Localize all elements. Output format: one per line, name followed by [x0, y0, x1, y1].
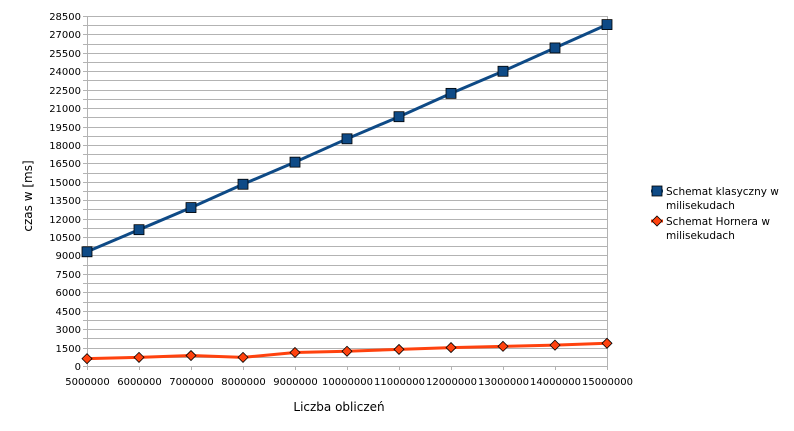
- x-tick-label: 9000000: [273, 377, 318, 388]
- x-tick-label: 6000000: [117, 377, 162, 388]
- data-point: [289, 346, 301, 359]
- data-point: [601, 19, 613, 30]
- legend-label: Schemat Hornera w: [666, 216, 770, 228]
- legend-item-2: Schemat Hornera w milisekudach: [651, 215, 770, 242]
- data-point: [237, 351, 249, 363]
- y-tick-label: 13500: [49, 196, 81, 207]
- data-point: [185, 349, 197, 362]
- y-tick-label: 15000: [49, 178, 81, 189]
- y-tick-label: 18000: [49, 141, 81, 152]
- y-tick-label: 21000: [49, 104, 81, 115]
- y-tick-label: 28500: [49, 12, 81, 23]
- x-tick-label: 11000000: [374, 377, 425, 388]
- data-point: [133, 351, 145, 363]
- x-tick-label: 10000000: [322, 377, 373, 388]
- legend-label: milisekudach: [666, 230, 735, 242]
- data-point: [81, 353, 93, 365]
- data-point: [445, 87, 457, 99]
- x-tick-label: 8000000: [221, 377, 266, 388]
- data-point: [393, 111, 405, 123]
- x-axis-label: Liczba obliczeń: [293, 400, 384, 414]
- y-tick-label: 0: [75, 362, 81, 373]
- y-tick-label: 27000: [49, 30, 81, 41]
- y-tick-label: 7500: [56, 270, 81, 281]
- x-tick-label: 13000000: [478, 377, 529, 388]
- data-point: [549, 339, 561, 351]
- series-group: [81, 19, 613, 365]
- y-tick-label: 25500: [49, 49, 81, 60]
- data-point: [341, 133, 353, 145]
- y-axis-label: czas w [ms]: [21, 160, 35, 231]
- y-tick-label: 1500: [56, 344, 81, 355]
- y-tick-label: 24000: [49, 67, 81, 78]
- data-point: [133, 224, 145, 236]
- y-tick-label: 10500: [49, 233, 81, 244]
- data-point: [81, 246, 93, 258]
- data-point: [497, 340, 509, 352]
- series-2: [81, 337, 613, 365]
- series-1: [81, 19, 613, 258]
- axes: [87, 16, 608, 367]
- y-tick-label: 22500: [49, 86, 81, 97]
- y-tick-label: 19500: [49, 123, 81, 134]
- legend-item-1: Schemat klasyczny w milisekudach: [651, 185, 779, 212]
- x-axis-ticks: 5000000 6000000 7000000 8000000 9000000 10000…: [65, 366, 633, 388]
- legend-label: Schemat klasyczny w: [666, 186, 779, 198]
- data-point: [185, 202, 197, 213]
- legend-swatch-marker: [651, 185, 663, 197]
- x-tick-label: 14000000: [530, 377, 581, 388]
- data-point: [289, 156, 301, 168]
- x-tick-label: 5000000: [65, 377, 110, 388]
- y-tick-label: 12000: [49, 215, 81, 226]
- legend-swatch-marker: [651, 215, 663, 227]
- x-tick-label: 12000000: [426, 377, 477, 388]
- y-tick-label: 6000: [56, 288, 81, 299]
- y-tick-label: 3000: [56, 325, 81, 336]
- plot-frame: [87, 16, 608, 367]
- legend-label: milisekudach: [666, 200, 735, 212]
- x-tick-label: 7000000: [169, 377, 214, 388]
- data-point: [445, 342, 457, 354]
- grid-lines: [87, 16, 607, 358]
- data-point: [549, 42, 561, 54]
- data-point: [237, 178, 249, 190]
- data-point: [341, 345, 353, 357]
- x-tick-label: 15000000: [582, 377, 633, 388]
- data-point: [497, 65, 509, 77]
- y-axis-ticks: 0 1500 3000 4500 6000 7500 9000 10500 12000 13500…: [49, 12, 87, 373]
- y-tick-label: 16500: [49, 159, 81, 170]
- data-point: [601, 337, 613, 349]
- y-tick-label: 4500: [56, 307, 81, 318]
- data-point: [393, 343, 405, 355]
- y-tick-label: 9000: [56, 251, 81, 262]
